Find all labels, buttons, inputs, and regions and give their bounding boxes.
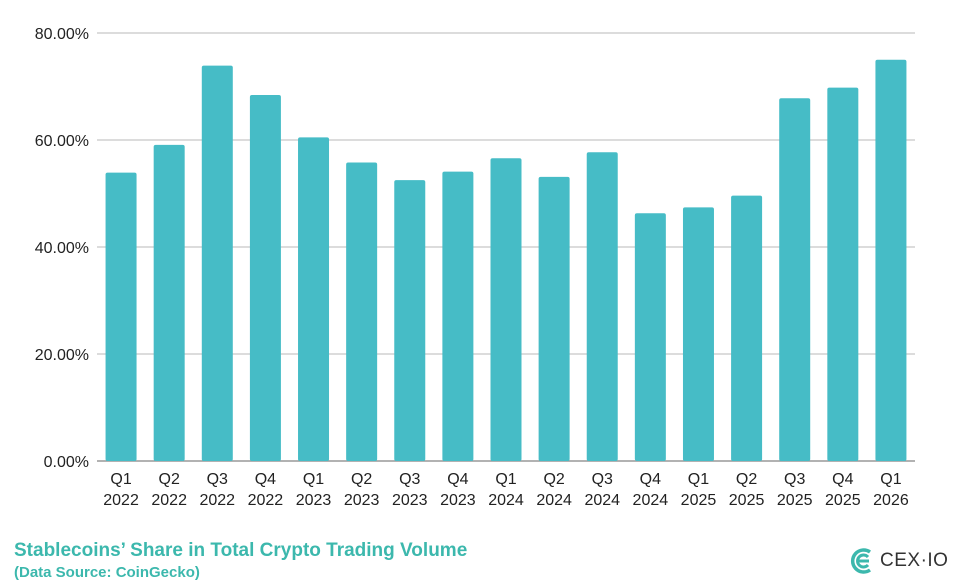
x-tick-label-year: 2025 <box>777 492 813 509</box>
bar <box>298 137 330 461</box>
x-tick-label-year: 2023 <box>392 492 428 509</box>
x-tick-label-year: 2025 <box>825 492 861 509</box>
x-tick-label-year: 2023 <box>440 492 476 509</box>
cex-logo-icon <box>850 548 872 574</box>
x-tick-label-quarter: Q4 <box>832 471 853 488</box>
x-tick-label-year: 2024 <box>536 492 572 509</box>
x-tick-label-year: 2024 <box>633 492 669 509</box>
bar <box>586 152 618 461</box>
bar <box>346 162 378 461</box>
bar <box>394 180 426 461</box>
bar <box>538 176 570 462</box>
x-tick-label-quarter: Q2 <box>543 471 564 488</box>
x-tick-label-quarter: Q1 <box>688 471 709 488</box>
cex-io-logo: CEX·IO <box>848 548 948 574</box>
bar <box>105 172 137 461</box>
x-tick-label-year: 2022 <box>103 492 139 509</box>
x-tick-label-year: 2025 <box>681 492 717 509</box>
x-tick-label-quarter: Q1 <box>303 471 324 488</box>
x-tick-label-year: 2024 <box>584 492 620 509</box>
y-tick-label: 60.00% <box>35 133 89 150</box>
bar <box>442 171 474 461</box>
x-tick-label-quarter: Q3 <box>784 471 805 488</box>
y-tick-label: 80.00% <box>35 26 89 43</box>
x-tick-label-quarter: Q4 <box>447 471 468 488</box>
bar <box>779 98 811 462</box>
chart-subtitle: (Data Source: CoinGecko) <box>14 564 200 581</box>
x-tick-label-quarter: Q4 <box>255 471 276 488</box>
x-tick-label-year: 2022 <box>151 492 187 509</box>
x-tick-label-year: 2023 <box>344 492 380 509</box>
y-tick-label: 20.00% <box>35 347 89 364</box>
x-tick-label-quarter: Q2 <box>736 471 757 488</box>
x-tick-label-quarter: Q4 <box>640 471 661 488</box>
x-tick-label-quarter: Q1 <box>495 471 516 488</box>
x-tick-label-quarter: Q3 <box>399 471 420 488</box>
chart-title: Stablecoins’ Share in Total Crypto Tradi… <box>14 540 468 561</box>
x-tick-label-quarter: Q2 <box>159 471 180 488</box>
x-tick-label-quarter: Q1 <box>110 471 131 488</box>
x-tick-label-year: 2026 <box>873 492 909 509</box>
y-tick-label: 40.00% <box>35 240 89 257</box>
bar <box>875 59 907 461</box>
x-tick-label-year: 2024 <box>488 492 524 509</box>
y-tick-label: 0.00% <box>44 454 89 471</box>
x-tick-label-quarter: Q2 <box>351 471 372 488</box>
bar <box>731 195 763 461</box>
bar <box>153 144 185 461</box>
x-tick-label-year: 2025 <box>729 492 765 509</box>
x-tick-label-quarter: Q3 <box>592 471 613 488</box>
x-tick-label-year: 2022 <box>248 492 284 509</box>
bar-chart: 0.00% 20.00% 40.00% 60.00% 80.00% Q1 2022 Q2 202… <box>35 26 915 509</box>
bar <box>490 158 522 461</box>
x-tick-label-year: 2022 <box>199 492 235 509</box>
bar <box>827 87 859 461</box>
bar <box>634 213 666 461</box>
bar <box>201 65 233 461</box>
x-tick-label-year: 2023 <box>296 492 332 509</box>
logo-text: CEX·IO <box>880 550 949 571</box>
x-tick-label-quarter: Q1 <box>880 471 901 488</box>
x-tick-label-quarter: Q3 <box>207 471 228 488</box>
bar <box>682 207 714 461</box>
bar <box>249 95 281 461</box>
